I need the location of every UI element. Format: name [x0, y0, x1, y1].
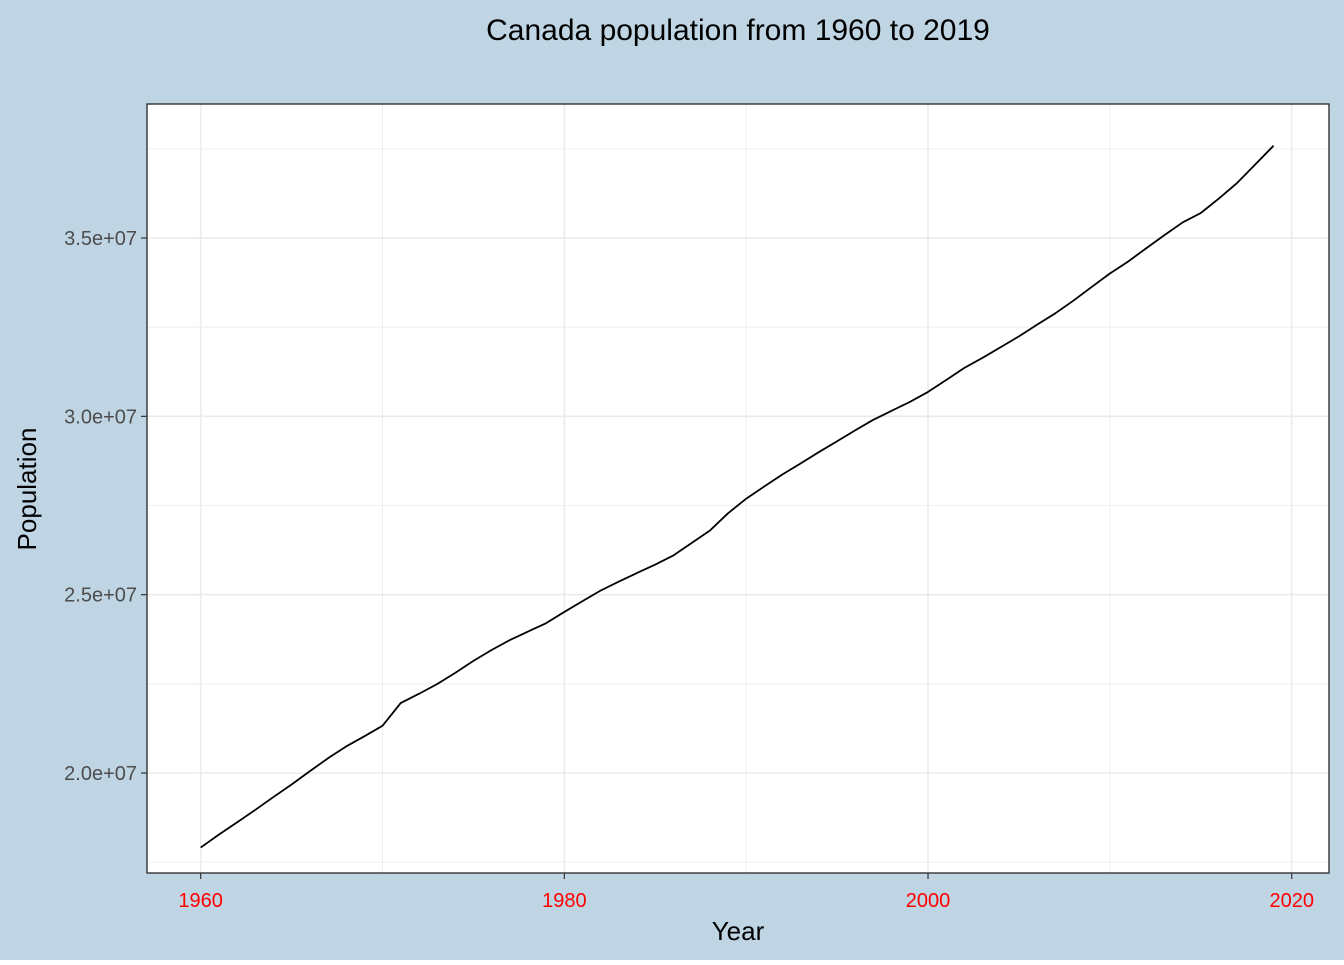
x-axis-label: Year	[712, 916, 765, 946]
x-tick-label: 1960	[178, 890, 223, 912]
y-tick-label: 2.0e+07	[64, 763, 137, 785]
y-tick-label: 2.5e+07	[64, 585, 137, 607]
plot-panel: 1960 1980 2000 2020 2.0e+07 2.5e+07 3.0e+07 3.5…	[64, 104, 1329, 912]
x-tick-label: 2020	[1269, 890, 1314, 912]
y-tick-label: 3.5e+07	[64, 228, 137, 250]
x-tick-label: 1980	[542, 890, 587, 912]
y-axis-label: Population	[12, 428, 42, 551]
plot-panel-background	[147, 104, 1329, 873]
x-tick-label: 2000	[906, 890, 951, 912]
chart-title: Canada population from 1960 to 2019	[486, 14, 990, 47]
y-tick-label: 3.0e+07	[64, 406, 137, 428]
